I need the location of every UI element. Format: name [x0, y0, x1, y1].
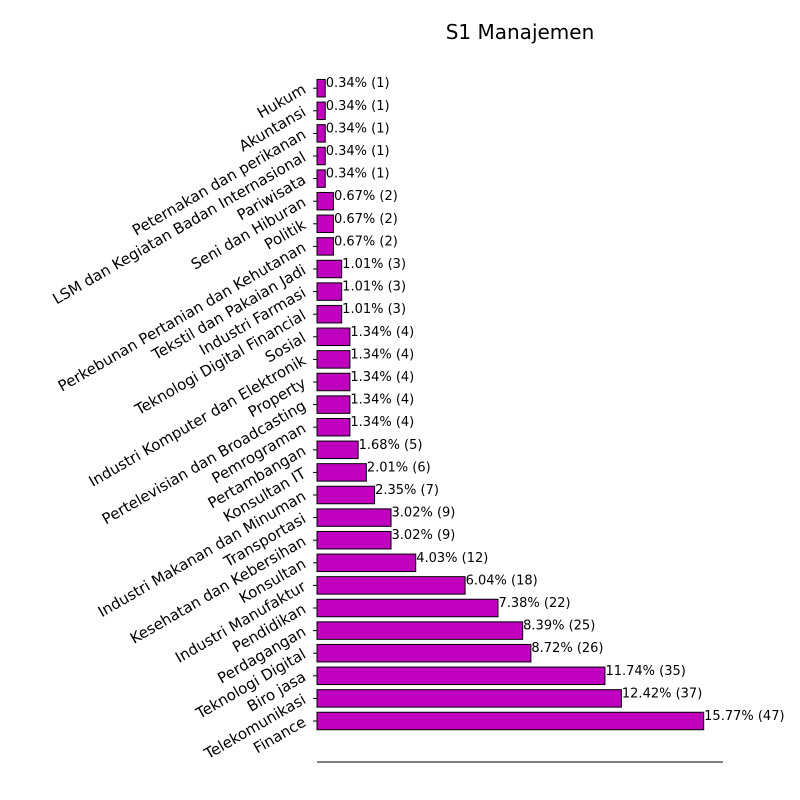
data-label: 1.01% (3)	[342, 257, 406, 272]
data-label: 8.72% (26)	[531, 641, 603, 656]
data-label: 11.74% (35)	[605, 664, 685, 679]
data-label: 0.67% (2)	[334, 234, 398, 249]
data-label: 1.34% (4)	[350, 325, 414, 340]
bar	[316, 417, 351, 437]
data-label: 1.01% (3)	[342, 302, 406, 317]
bar	[316, 689, 622, 708]
bar	[316, 259, 343, 279]
bar	[316, 191, 334, 211]
data-label: 1.01% (3)	[342, 280, 406, 295]
bar	[316, 350, 351, 369]
bar	[316, 643, 532, 663]
data-label: 1.34% (4)	[350, 347, 414, 362]
data-label: 0.67% (2)	[334, 212, 398, 227]
data-label: 1.34% (4)	[350, 393, 414, 408]
bar	[316, 485, 376, 505]
data-label: 0.67% (2)	[334, 189, 398, 204]
bar	[316, 146, 326, 166]
data-label: 0.34% (1)	[326, 76, 390, 91]
bar	[316, 124, 326, 143]
data-label: 4.03% (12)	[416, 551, 488, 566]
data-label: 1.68% (5)	[359, 438, 423, 453]
bar	[316, 530, 392, 550]
bar	[316, 463, 367, 482]
bar	[316, 666, 606, 686]
bar	[316, 304, 343, 324]
bar	[316, 598, 499, 618]
data-label: 6.04% (18)	[466, 573, 538, 588]
bar	[316, 169, 326, 188]
bar	[316, 237, 334, 256]
data-label: 8.39% (25)	[523, 619, 595, 634]
bar	[316, 78, 326, 98]
bar	[316, 576, 466, 595]
bar	[316, 395, 351, 414]
bar	[316, 282, 343, 301]
bar	[316, 440, 359, 460]
bar	[316, 101, 326, 121]
bar	[316, 711, 705, 731]
data-labels-layer: 15.77% (47)12.42% (37) 11.74% (35)8.72% (…	[326, 76, 785, 724]
data-label: 0.34% (1)	[326, 167, 390, 182]
data-label: 0.34% (1)	[326, 144, 390, 159]
data-label: 3.02% (9)	[392, 506, 456, 521]
data-label: 12.42% (37)	[622, 686, 702, 701]
data-label: 0.34% (1)	[326, 121, 390, 136]
data-label: 2.35% (7)	[375, 483, 439, 498]
data-label: 15.77% (47)	[704, 709, 784, 724]
data-label: 1.34% (4)	[350, 370, 414, 385]
data-label: 3.02% (9)	[392, 528, 456, 543]
bar	[316, 372, 351, 392]
data-label: 0.34% (1)	[326, 99, 390, 114]
chart-title: S1 Manajemen	[446, 20, 595, 44]
bar	[316, 327, 351, 347]
bar	[316, 508, 392, 527]
bar	[316, 621, 524, 640]
bar	[316, 553, 417, 573]
data-label: 1.34% (4)	[350, 415, 414, 430]
data-label: 7.38% (22)	[498, 596, 570, 611]
data-label: 2.01% (6)	[367, 460, 431, 475]
bar	[316, 214, 334, 234]
